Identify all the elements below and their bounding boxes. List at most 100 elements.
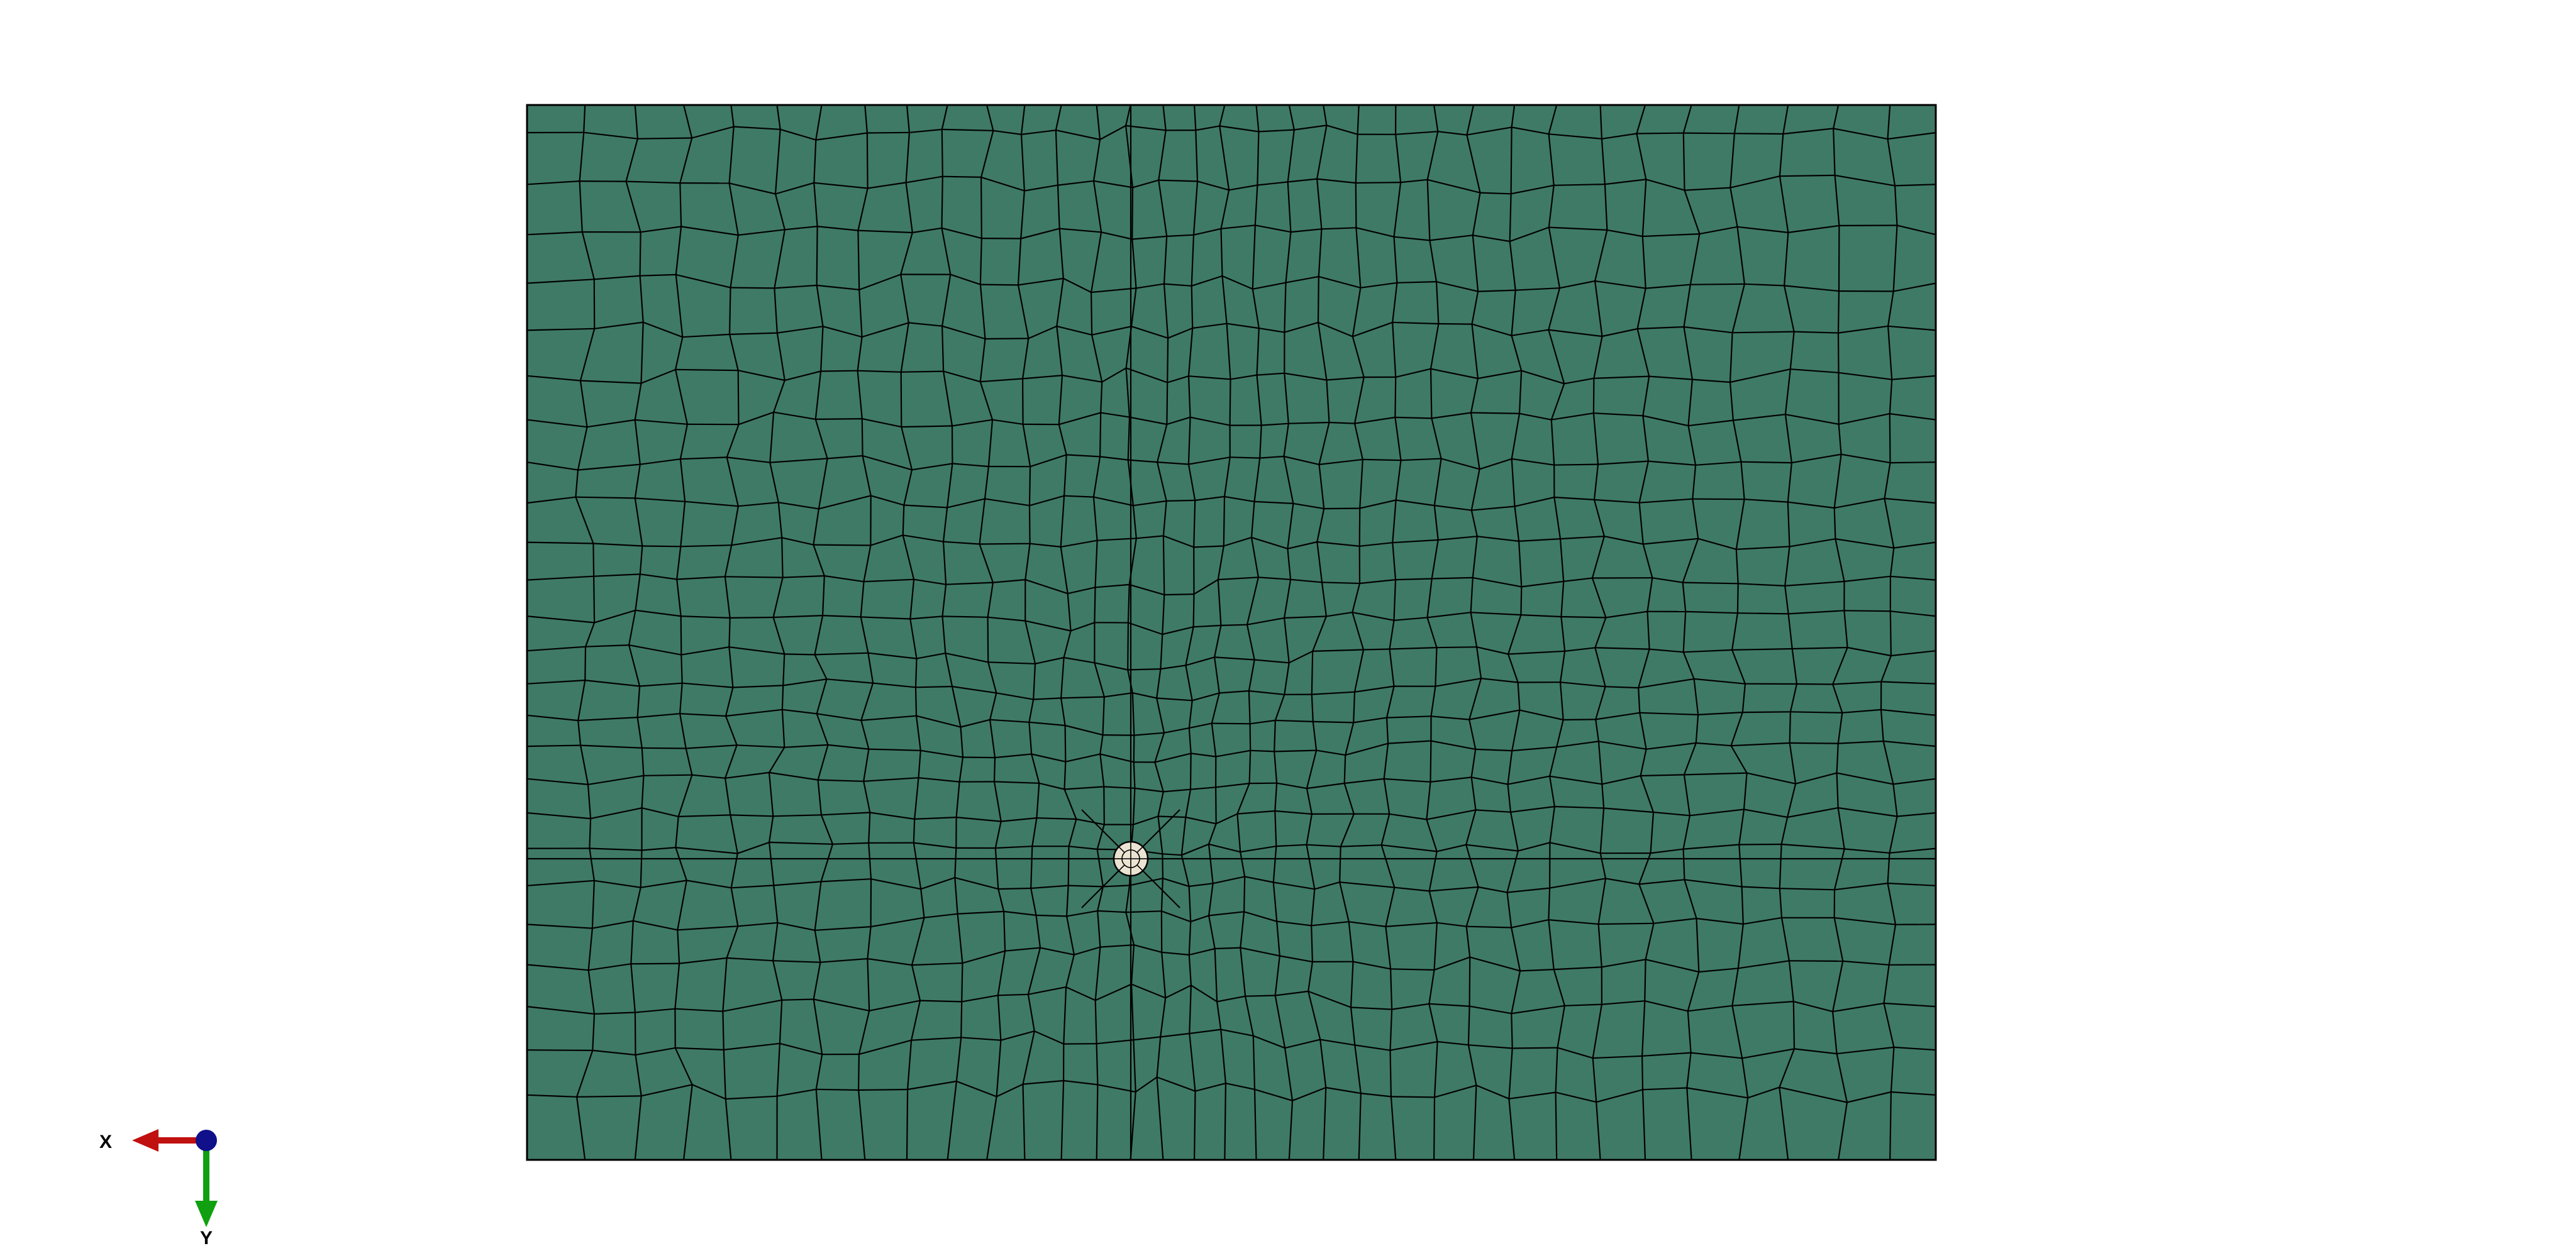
mesh-edge [1601,959,1646,968]
mesh-edge [680,226,738,236]
mesh-edge [1223,536,1252,547]
mesh-edge [1599,852,1607,879]
mesh-edge [1340,813,1355,847]
mesh-edge [1066,885,1069,917]
mesh-edge [916,715,961,728]
mesh-edge [1788,224,1840,233]
mesh-edge [1507,614,1522,654]
mesh-edge [676,579,682,617]
mesh-edge [1837,807,1845,849]
mesh-edge [1003,911,1006,951]
mesh-edge [1094,662,1105,697]
mesh-edge [816,678,828,714]
mesh-edge [1835,174,1896,187]
mesh-edge [1592,1055,1643,1059]
mesh-edge [630,964,636,1013]
mesh-edge [641,847,676,851]
mesh-edge [1163,788,1191,793]
mesh-edge [1355,182,1357,228]
mesh-edge [904,504,948,509]
mesh-edge [918,777,960,783]
mesh-edge [1160,634,1163,670]
mesh-edge [587,970,596,1015]
mesh-edge [955,877,999,890]
mesh-edge [1318,464,1325,509]
mesh-edge [526,278,594,284]
mesh-edge [1208,883,1214,916]
mesh-edge [1468,719,1477,750]
mesh-edge [813,999,823,1055]
part-face[interactable] [526,104,1937,1161]
mesh-edge [1837,290,1840,333]
mesh-edge [773,960,821,963]
mesh-edge [1253,458,1261,502]
mesh-edge [1887,852,1890,884]
mesh-edge [814,652,869,656]
mesh-edge [813,544,871,546]
mesh-edge [1154,732,1165,763]
mesh-edge [1430,686,1436,717]
mesh-edge [1512,1047,1558,1049]
mesh-edge [1162,951,1189,956]
mesh-edge [1470,612,1521,616]
mesh-edge [1162,853,1182,856]
mesh-edge [635,1008,675,1013]
mesh-edge [1125,104,1131,126]
mesh-edge [813,182,818,227]
mesh-edge [685,500,738,507]
mesh-edge [1549,775,1602,785]
mesh-edge [1252,225,1256,289]
mesh-edge [1601,784,1605,808]
mesh-edge [772,577,784,618]
mesh-edge [680,501,686,547]
mesh-edge [1244,876,1274,883]
mesh-edge [1779,176,1789,233]
mesh-edge [824,575,864,583]
mesh-edge [1787,462,1792,502]
mesh-edge [1549,747,1558,776]
mesh-edge [639,275,644,323]
mesh-edge [1133,762,1136,788]
mesh-edge [1220,1029,1226,1084]
mesh-edge [958,757,964,782]
mesh-edge [782,654,786,686]
mesh-edge [1593,336,1603,379]
mesh-edge [1094,1000,1097,1044]
mesh-edge [1135,1076,1158,1093]
mesh-edge [1884,1002,1936,1008]
mesh-edge [993,758,996,782]
mesh-edge [909,579,915,619]
mesh-edge [1321,582,1360,585]
mesh-edge [1737,226,1789,233]
mesh-edge [1470,412,1480,470]
mesh-edge [1208,844,1214,884]
mesh-edge [1191,984,1218,1003]
mesh-edge [954,878,958,914]
mesh-edge [1792,646,1848,650]
mesh-edge [908,322,943,327]
mesh-edge [777,1088,816,1097]
mesh-edge [1518,541,1523,587]
mesh-edge [1690,1052,1743,1059]
mesh-edge [1391,1003,1430,1010]
mesh-edge [1401,458,1441,461]
mesh-edge [1690,283,1745,285]
mesh-edge [1187,376,1191,417]
mesh-edge [1197,180,1230,191]
mesh-edge [1275,719,1313,722]
mesh-edge [1095,583,1130,588]
mesh-edge [1747,1086,1780,1099]
mesh-edge [1694,678,1746,685]
mesh-edge [1553,969,1565,1006]
mesh-edge [1284,455,1319,465]
mesh-edge [1650,848,1684,854]
mesh-edge [1360,1093,1392,1098]
mesh-edge [587,928,593,971]
mesh-edge [1194,1091,1196,1161]
mesh-edge [816,226,818,285]
mesh-edge [1190,786,1216,790]
mesh-edge [1258,576,1291,580]
mesh-edge [1598,741,1646,750]
